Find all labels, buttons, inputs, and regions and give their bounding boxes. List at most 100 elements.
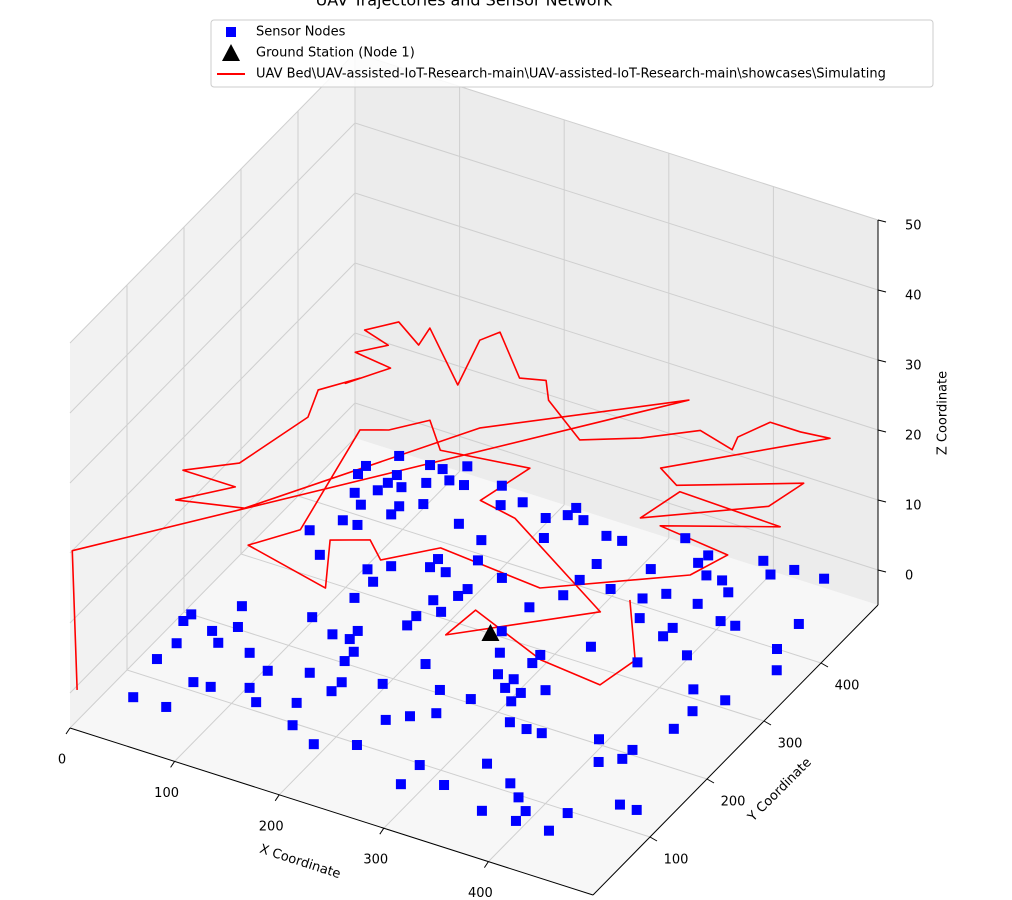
sensor-node bbox=[687, 706, 698, 717]
sensor-node bbox=[440, 567, 451, 578]
sensor-node bbox=[521, 724, 532, 735]
sensor-node bbox=[396, 482, 407, 493]
sensor-node bbox=[462, 461, 473, 472]
sensor-node bbox=[571, 502, 582, 513]
sensor-node bbox=[715, 616, 726, 627]
sensor-node bbox=[128, 692, 139, 703]
grid-line bbox=[354, 262, 879, 431]
y-tick bbox=[763, 720, 772, 726]
sensor-node bbox=[634, 613, 645, 624]
x-axis-label: X Coordinate bbox=[258, 842, 343, 882]
grid-line bbox=[69, 332, 356, 624]
sensor-node bbox=[771, 665, 782, 676]
sensor-node bbox=[535, 649, 546, 660]
x-tick bbox=[170, 761, 176, 768]
sensor-node bbox=[578, 515, 589, 526]
sensor-node bbox=[428, 595, 439, 606]
x-tick-label: 300 bbox=[363, 853, 388, 868]
sensor-node bbox=[425, 562, 436, 573]
sensor-node bbox=[462, 584, 473, 595]
sensor-node bbox=[386, 561, 397, 572]
z-tick bbox=[877, 289, 887, 293]
y-tick-label: 300 bbox=[778, 737, 803, 752]
sensor-node bbox=[574, 574, 585, 585]
sensor-node bbox=[527, 658, 538, 669]
sensor-node bbox=[632, 657, 643, 668]
sensor-node bbox=[351, 740, 362, 751]
legend-label: Sensor Nodes bbox=[256, 25, 346, 40]
sensor-node bbox=[352, 519, 363, 530]
sensor-node bbox=[352, 469, 363, 480]
sensor-node bbox=[617, 753, 628, 764]
sensor-node bbox=[453, 518, 464, 529]
sensor-node bbox=[765, 569, 776, 580]
sensor-node bbox=[496, 626, 507, 637]
sensor-node bbox=[614, 799, 625, 810]
y-tick-label: 400 bbox=[835, 679, 860, 694]
sensor-node bbox=[425, 460, 436, 471]
grid-line bbox=[354, 192, 879, 361]
x-tick-label: 100 bbox=[154, 786, 179, 801]
sensor-node bbox=[505, 778, 516, 789]
sensor-node bbox=[402, 620, 413, 631]
sensor-node bbox=[262, 665, 273, 676]
back-pane bbox=[355, 53, 878, 605]
sensor-node bbox=[411, 611, 422, 622]
sensor-node bbox=[287, 720, 298, 731]
sensor-node bbox=[701, 570, 712, 581]
floor-pane bbox=[70, 438, 878, 895]
legend-swatch bbox=[226, 27, 236, 37]
sensor-node bbox=[433, 554, 444, 565]
x-tick bbox=[483, 861, 489, 868]
sensor-node bbox=[244, 647, 255, 658]
grid-line bbox=[278, 504, 565, 796]
sensor-node bbox=[380, 714, 391, 725]
sensor-node bbox=[515, 687, 526, 698]
sensor-node bbox=[668, 723, 679, 734]
grid-line bbox=[69, 402, 356, 694]
x-tick-label: 200 bbox=[259, 819, 284, 834]
sensor-node bbox=[517, 497, 528, 508]
sensor-node bbox=[585, 641, 596, 652]
y-tick-label: 100 bbox=[664, 853, 689, 868]
sensor-node bbox=[637, 593, 648, 604]
y-axis-label: Y Coordinate bbox=[745, 755, 815, 825]
sensor-node bbox=[420, 659, 431, 670]
sensor-node bbox=[355, 499, 366, 510]
sensor-node bbox=[504, 717, 515, 728]
z-tick-label: 30 bbox=[905, 359, 922, 374]
sensor-node bbox=[617, 535, 628, 546]
sensor-node bbox=[444, 475, 455, 486]
sensor-node bbox=[495, 500, 506, 511]
z-tick bbox=[877, 499, 887, 503]
sensor-node bbox=[723, 587, 734, 598]
sensor-node bbox=[601, 530, 612, 541]
sensor-node bbox=[314, 549, 325, 560]
z-tick-label: 50 bbox=[905, 219, 922, 234]
sensor-node bbox=[349, 592, 360, 603]
sensor-node bbox=[251, 697, 262, 708]
z-tick-label: 20 bbox=[905, 429, 922, 444]
sensor-node bbox=[431, 708, 442, 719]
sensor-node bbox=[688, 684, 699, 695]
trajectory-line bbox=[71, 321, 831, 690]
y-tick-label: 200 bbox=[721, 795, 746, 810]
sensor-node bbox=[703, 550, 714, 561]
sensor-node bbox=[304, 667, 315, 678]
x-tick bbox=[379, 827, 385, 835]
sensor-node bbox=[205, 681, 216, 692]
grid-line bbox=[354, 332, 879, 501]
sensor-node bbox=[386, 509, 397, 520]
sensor-node bbox=[562, 510, 573, 521]
sensor-node bbox=[536, 728, 547, 739]
marks bbox=[71, 321, 831, 836]
sensor-node bbox=[793, 618, 804, 629]
sensor-node bbox=[465, 694, 476, 705]
sensor-node bbox=[348, 646, 359, 657]
chart-title: UAV Trajectories and Sensor Network bbox=[316, 0, 614, 10]
sensor-node bbox=[510, 815, 521, 826]
sensor-node bbox=[360, 460, 371, 471]
sensor-node bbox=[476, 535, 487, 546]
sensor-node bbox=[562, 808, 573, 819]
